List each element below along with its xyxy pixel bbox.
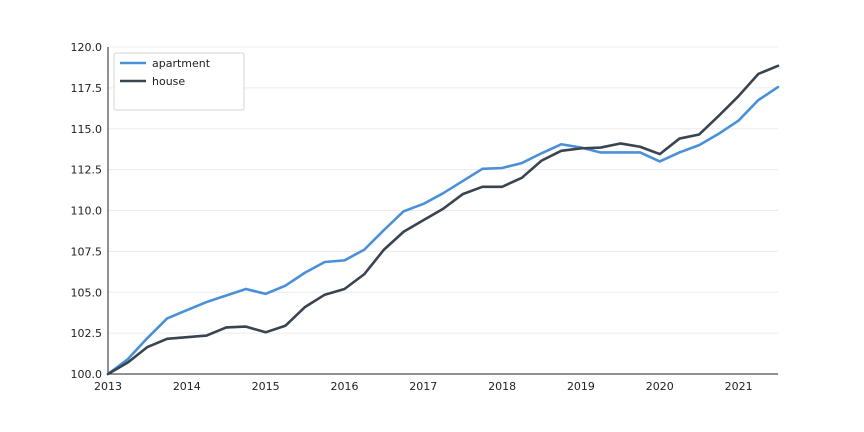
x-tick-label: 2013 [94,380,122,393]
legend-label-house: house [152,75,185,88]
axes: 100.0 102.5 105.0 107.5 110.0 112.5 115.0 117.5… [71,41,778,393]
x-tick-label: 2016 [330,380,358,393]
x-tick-label: 2017 [409,380,437,393]
x-tick-label: 2021 [725,380,753,393]
series-line-house [106,64,780,376]
series-line-apartment [106,85,780,376]
y-tick-label: 105.0 [71,286,103,299]
y-tick-label: 117.5 [71,82,103,95]
x-tick-label: 2014 [173,380,201,393]
series-lines [106,64,780,376]
y-tick-label: 100.0 [71,368,103,381]
y-tick-label: 107.5 [71,245,103,258]
legend-box [113,52,245,111]
legend-label-apartment: apartment [152,57,211,70]
y-tick-label: 115.0 [71,123,103,136]
y-tick-label: 110.0 [71,205,103,218]
y-tick-label: 112.5 [71,164,103,177]
x-tick-label: 2018 [488,380,516,393]
y-tick-label: 102.5 [71,327,103,340]
x-tick-label: 2019 [567,380,595,393]
x-tick-label: 2020 [646,380,674,393]
x-tick-label: 2015 [252,380,280,393]
legend: apartment house [113,52,245,111]
y-tick-label: 120.0 [71,41,103,54]
